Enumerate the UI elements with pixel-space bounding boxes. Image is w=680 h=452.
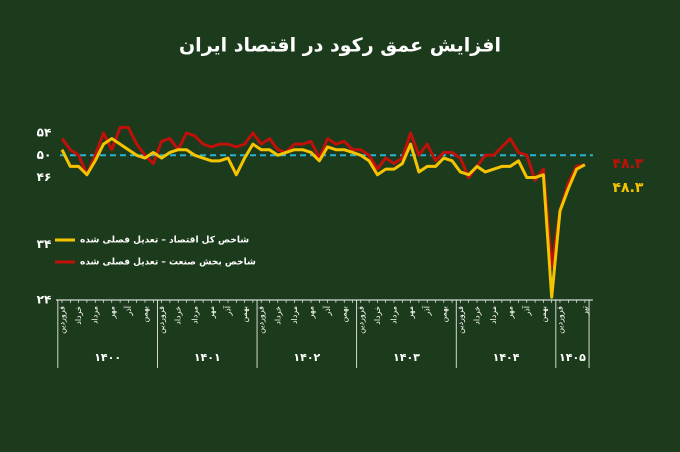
year-label: ۱۴۰۴ (493, 351, 520, 364)
annotation: ۴۸.۳ (613, 156, 644, 172)
x-tick-label: آذر (521, 305, 531, 316)
x-tick-label: بهمن (340, 306, 349, 323)
x-tick-label: آذر (123, 305, 133, 316)
x-tick-label: آذر (322, 305, 332, 316)
x-tick-label: خرداد (373, 306, 382, 325)
x-tick-label: فروردین (157, 306, 166, 334)
y-tick-label: ۵۰ (37, 148, 52, 162)
x-tick-label: مهر (107, 306, 116, 319)
x-tick-label: آذر (422, 305, 432, 316)
x-tick-label: بهمن (141, 306, 150, 323)
x-tick-label: مرداد (190, 306, 199, 324)
y-tick-label: ۵۴ (37, 126, 52, 140)
x-tick-label: مرداد (91, 306, 100, 324)
x-tick-label: مرداد (390, 306, 399, 324)
y-tick-label: ۳۴ (37, 237, 52, 251)
legend-label: شاخص بخش صنعت – تعدیل فصلی شده (80, 258, 256, 268)
chart-title: افزایش عمق رکود در اقتصاد ایران (179, 35, 501, 57)
x-tick-label: فروردین (556, 306, 565, 334)
x-tick-label: مرداد (489, 306, 498, 324)
x-tick-label: بهمن (439, 306, 448, 323)
x-tick-label: فروردین (58, 306, 67, 334)
x-tick-label: خرداد (473, 306, 482, 325)
x-tick-label: خرداد (74, 306, 83, 325)
legend-label: شاخص کل اقتصاد – تعدیل فصلی شده (80, 236, 249, 246)
annotation: ۴۸.۳ (613, 180, 644, 196)
x-tick-label: فروردین (257, 306, 266, 334)
x-tick-label: تیر (580, 306, 589, 316)
x-tick-label: خرداد (174, 306, 183, 325)
series-line (60, 137, 586, 299)
x-tick-label: مهر (506, 306, 515, 319)
x-tick-label: مهر (207, 306, 216, 319)
x-tick-label: بهمن (240, 306, 249, 323)
year-label: ۱۴۰۱ (194, 351, 221, 364)
y-tick-label: ۴۶ (37, 170, 52, 184)
series-line (60, 125, 586, 269)
x-tick-label: فروردین (356, 306, 365, 334)
x-tick-label: آذر (223, 305, 233, 316)
x-tick-label: مهر (307, 306, 316, 319)
x-tick-label: مرداد (290, 306, 299, 324)
year-label: ۱۴۰۵ (559, 351, 586, 364)
year-label: ۱۴۰۳ (393, 351, 420, 364)
y-tick-label: ۲۴ (37, 293, 52, 307)
x-tick-label: مهر (406, 306, 415, 319)
x-tick-label: بهمن (539, 306, 548, 323)
year-label: ۱۴۰۰ (94, 351, 121, 364)
year-label: ۱۴۰۲ (293, 351, 320, 364)
x-tick-label: خرداد (273, 306, 282, 325)
x-tick-label: فروردین (456, 306, 465, 334)
